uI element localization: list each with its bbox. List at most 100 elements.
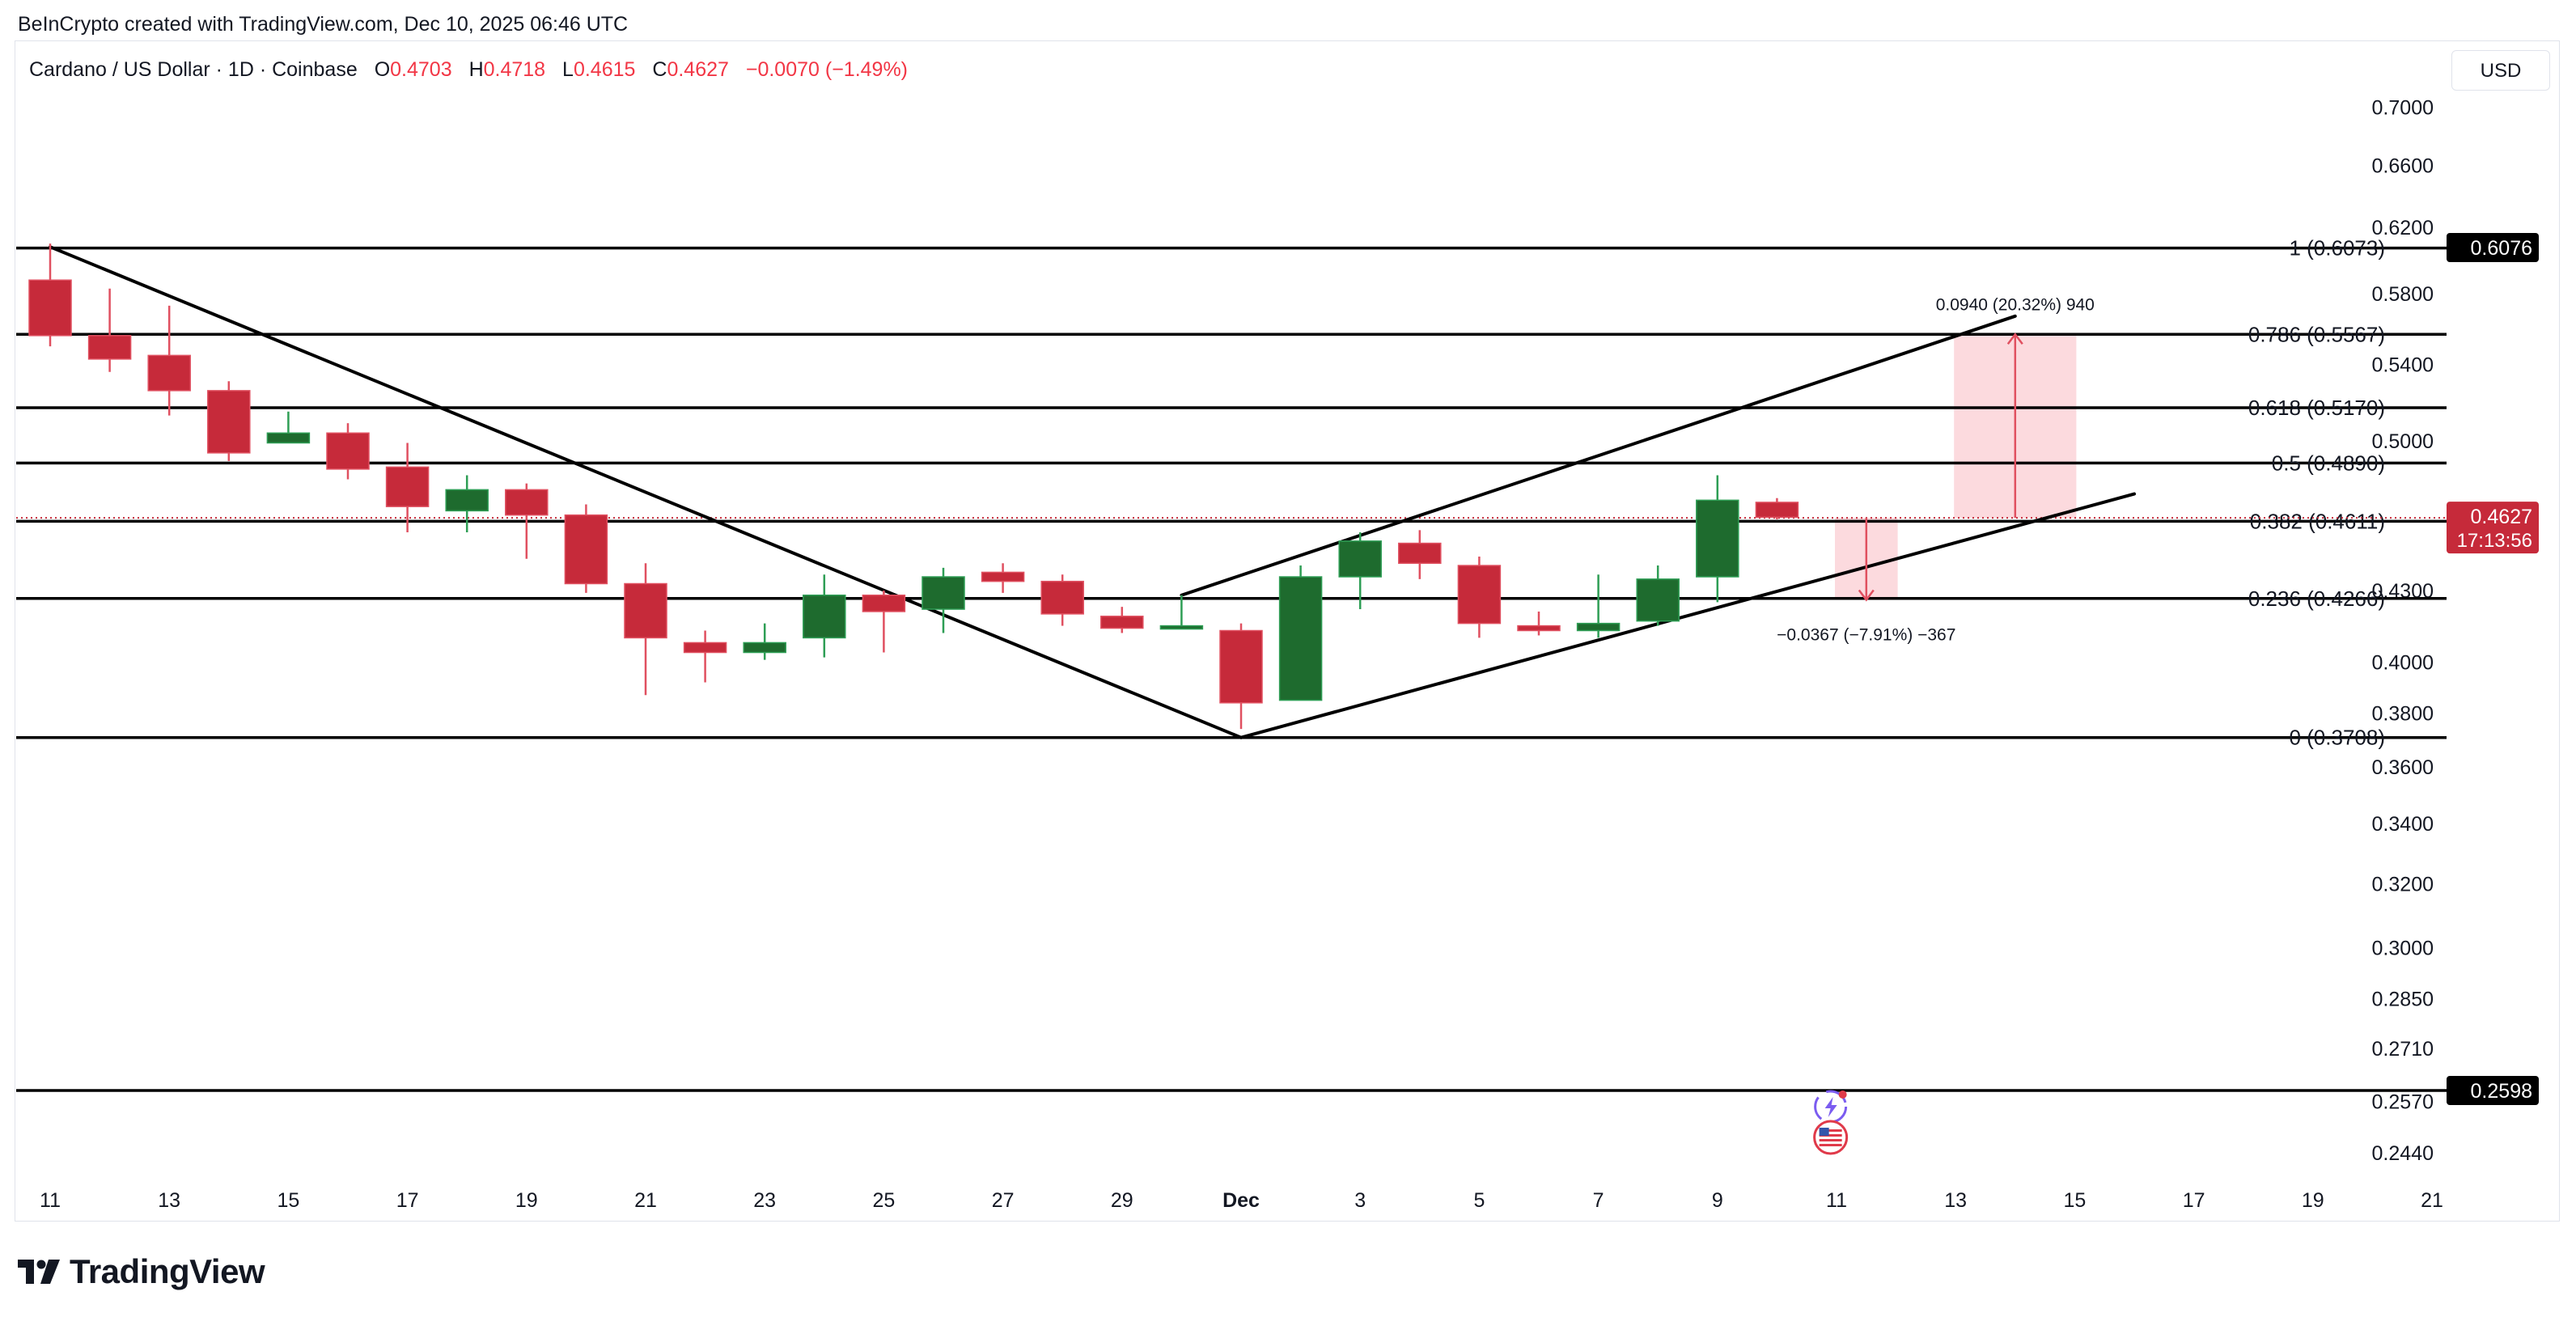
price-axis-tick: 0.5000 [2372,430,2434,453]
trendline-down [49,245,1243,739]
tradingview-logo-icon [18,1260,60,1284]
us-flag-icon[interactable] [1813,1120,1849,1155]
open-value: 0.4703 [390,58,452,81]
price-tag-box [2447,1076,2539,1105]
fib-level-label: 0.786 (0.5567) [2248,322,2385,346]
candle-body [624,582,667,639]
price-axis-tick: 0.3400 [2372,813,2434,836]
close-label: C [652,58,667,81]
price-axis-tick: 0.3800 [2372,703,2434,726]
symbol-name[interactable]: Cardano / US Dollar · 1D · Coinbase [29,58,358,81]
fib-level-label: 0.382 (0.4611) [2250,509,2385,533]
chart-frame [15,40,2560,1222]
price-chart[interactable]: 0.70000.66000.62000.58000.54000.50000.43… [0,0,2576,1230]
time-axis-tick: 15 [2063,1189,2086,1212]
candle-body [505,489,549,516]
event-dot [1838,1090,1847,1099]
price-axis-tick: 0.5800 [2372,283,2434,306]
candle-body [803,594,846,639]
tradingview-logo[interactable]: TradingView [18,1252,265,1291]
candle-body [1755,502,1799,519]
candles [28,243,1799,730]
price-axis-tick: 0.6200 [2372,217,2434,239]
price-axis-tick: 0.3600 [2372,756,2434,779]
candle-body [1457,565,1502,625]
price-tag-value: 0.2598 [2471,1080,2532,1103]
price-axis-tick: 0.2850 [2372,988,2434,1010]
price-axis-tick: 0.2710 [2372,1038,2434,1061]
us-flag-ring [1813,1120,1849,1155]
time-axis-tick: 21 [634,1189,657,1212]
fib-level-label: 0.5 (0.4890) [2272,451,2385,475]
symbol-legend: Cardano / US Dollar · 1D · Coinbase O0.4… [29,58,908,82]
candle-body [1040,580,1084,615]
candle-body [266,432,311,444]
measure-fills [1835,334,2077,600]
currency-button[interactable]: USD [2451,50,2550,91]
price-tag-box [2447,233,2539,262]
time-axis-tick: 11 [1826,1189,1847,1212]
candle-body [1398,542,1442,565]
time-axis-tick: 23 [753,1189,776,1212]
lightning-glyph [1824,1096,1837,1117]
tradingview-logo-text: TradingView [70,1252,265,1290]
price-tag-box [2447,502,2539,554]
time-axis-tick: 5 [1473,1189,1485,1212]
time-axis-tick: 15 [277,1189,299,1212]
time-axis-tick: 13 [158,1189,180,1212]
candle-body [326,432,370,470]
fib-level-label: 0.236 (0.4266) [2248,587,2385,611]
trendline-channel-upper [1180,314,2017,597]
us-flag-stripe [1819,1129,1842,1132]
candle-body [683,642,727,654]
price-axis-tick: 0.7000 [2372,96,2434,119]
us-flag-canton [1819,1127,1829,1136]
candle-body [1636,578,1680,622]
measure-tools[interactable]: 0.0940 (20.32%) 940 −0.0367 (−7.91%) −367 [1777,295,2095,644]
low-value: 0.4615 [573,58,636,81]
us-flag-stripe [1819,1143,1842,1146]
price-tag-value: 0.6076 [2471,237,2532,260]
time-axis-tick: Dec [1222,1189,1260,1212]
measure-label: −0.0367 (−7.91%) −367 [1777,625,1955,644]
crypto-event-icon[interactable] [1814,1090,1848,1124]
candle-body [564,514,608,585]
high-value: 0.4718 [483,58,546,81]
time-axis-tick: 27 [992,1189,1015,1212]
high-label: H [468,58,484,81]
price-tag-countdown: 17:13:56 [2457,530,2532,552]
us-flag-stripe [1819,1138,1842,1141]
time-axis-tick: 25 [872,1189,895,1212]
price-axis-tick: 0.6600 [2372,155,2434,178]
price-axis-tick: 0.5400 [2372,354,2434,377]
close-value: 0.4627 [667,58,729,81]
trendlines[interactable] [49,245,2136,739]
price-axis[interactable]: 0.70000.66000.62000.58000.54000.50000.43… [2372,96,2434,1165]
time-axis-tick: 21 [2421,1189,2443,1212]
candle-body [1100,616,1144,629]
chart-credit: BeInCrypto created with TradingView.com,… [18,13,629,36]
time-axis-tick: 19 [515,1189,538,1212]
fib-level-label: 0 (0.3708) [2289,726,2385,750]
time-axis-tick: 3 [1354,1189,1366,1212]
time-axis-tick: 17 [2183,1189,2205,1212]
event-icons[interactable] [1813,1090,1849,1155]
measure-arrow-head [2006,332,2023,345]
time-axis-tick: 13 [1944,1189,1967,1212]
price-axis-tick: 0.2440 [2372,1142,2434,1165]
time-axis-tick: 9 [1712,1189,1723,1212]
price-axis-tick: 0.4000 [2372,652,2434,675]
price-tag-value: 0.4627 [2471,506,2532,528]
candle-body [87,335,132,360]
time-axis-tick: 11 [40,1189,61,1212]
candle-body [1576,622,1621,632]
price-axis-tick: 0.2570 [2372,1090,2434,1113]
price-axis-tick: 0.3200 [2372,873,2434,896]
candle-body [1159,625,1204,630]
us-flag-stripe [1819,1133,1842,1137]
time-axis[interactable]: 11 13 15 17 19 21 23 25 27 29 Dec 3 5 7 9 11 13 15 17 19 21 [40,1189,2443,1212]
candle-body [1338,540,1382,578]
candle-body [207,390,251,454]
candle-body [28,279,72,337]
